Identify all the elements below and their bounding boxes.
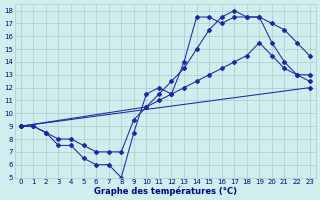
X-axis label: Graphe des températures (°C): Graphe des températures (°C) xyxy=(94,186,237,196)
